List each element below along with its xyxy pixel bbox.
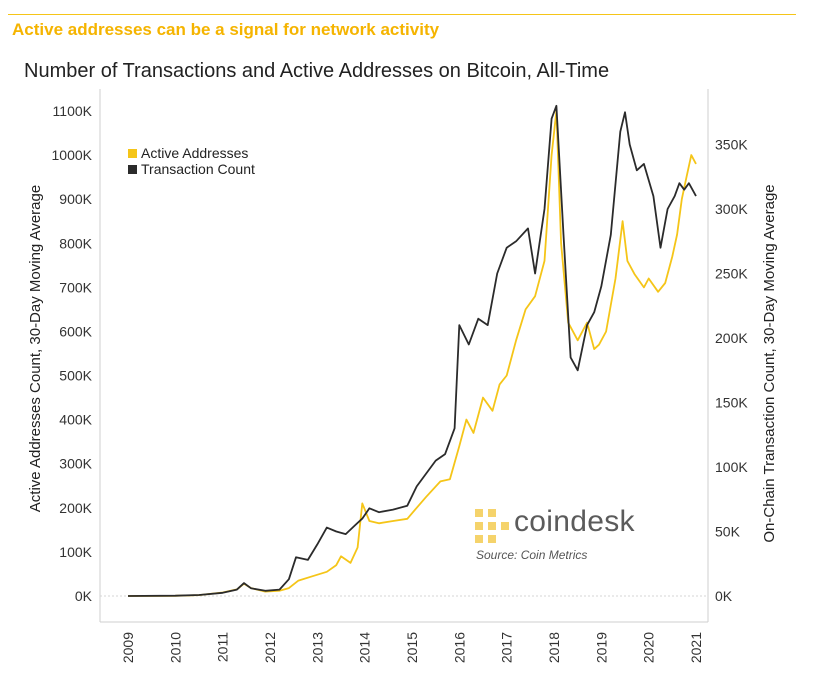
legend-label: Transaction Count [141, 161, 255, 177]
left-axis-title: Active Addresses Count, 30-Day Moving Av… [27, 185, 44, 512]
source-note: Source: Coin Metrics [476, 548, 588, 562]
right-tick-label: 250K [715, 266, 748, 282]
legend-swatch [128, 149, 137, 158]
x-tick-label: 2015 [404, 632, 420, 663]
top-rule [8, 14, 796, 15]
x-tick-label: 2017 [499, 632, 515, 663]
left-tick-label: 100K [59, 544, 92, 560]
right-axis: 0K 50K 100K 150K 200K 250K 300K 350K On-Chain Tr… [715, 137, 778, 604]
coindesk-logo-icon [475, 509, 509, 543]
left-tick-label: 400K [59, 412, 92, 428]
x-tick-label: 2010 [167, 632, 183, 663]
left-tick-label: 1000K [52, 147, 93, 163]
series-line-transaction-count [127, 104, 697, 597]
left-tick-label: 600K [59, 323, 92, 339]
left-tick-label: 700K [59, 279, 92, 295]
left-tick-label: 800K [59, 235, 92, 251]
right-tick-label: 300K [715, 201, 748, 217]
right-axis-title: On-Chain Transaction Count, 30-Day Movin… [761, 184, 778, 542]
x-tick-label: 2013 [309, 632, 325, 663]
x-tick-label: 2018 [546, 632, 562, 663]
x-tick-label: 2019 [593, 632, 609, 663]
left-tick-label: 900K [59, 191, 92, 207]
x-tick-label: 2009 [120, 632, 136, 663]
left-axis: 0K 100K 200K 300K 400K 500K 600K 700K 800K 900K 10… [27, 103, 93, 604]
right-tick-label: 350K [715, 137, 748, 153]
left-tick-label: 0K [75, 588, 93, 604]
right-tick-label: 150K [715, 395, 748, 411]
watermark-text: coindesk [514, 505, 635, 538]
plot-area [99, 89, 709, 626]
headline: Active addresses can be a signal for net… [12, 20, 440, 39]
x-tick-label: 2021 [688, 632, 704, 663]
legend-swatch [128, 165, 137, 174]
left-tick-label: 1100K [53, 103, 93, 119]
right-tick-label: 100K [715, 459, 748, 475]
chart-title: Number of Transactions and Active Addres… [24, 60, 610, 82]
x-axis: 2009 2010 2011 2012 2013 2014 2015 2016 2017 2018… [120, 632, 704, 663]
x-tick-label: 2011 [215, 632, 231, 662]
x-tick-label: 2020 [641, 632, 657, 663]
right-tick-label: 0K [715, 588, 733, 604]
right-tick-label: 200K [715, 330, 748, 346]
series-group [127, 104, 697, 597]
x-tick-label: 2016 [451, 632, 467, 663]
x-tick-label: 2012 [262, 632, 278, 663]
x-tick-label: 2014 [357, 632, 373, 663]
series-line-active-addresses [127, 110, 697, 597]
right-tick-label: 50K [715, 524, 741, 540]
legend-label: Active Addresses [141, 145, 248, 161]
left-tick-label: 500K [59, 368, 92, 384]
plot-background [100, 91, 708, 626]
left-tick-label: 300K [59, 456, 92, 472]
left-tick-label: 200K [59, 500, 92, 516]
